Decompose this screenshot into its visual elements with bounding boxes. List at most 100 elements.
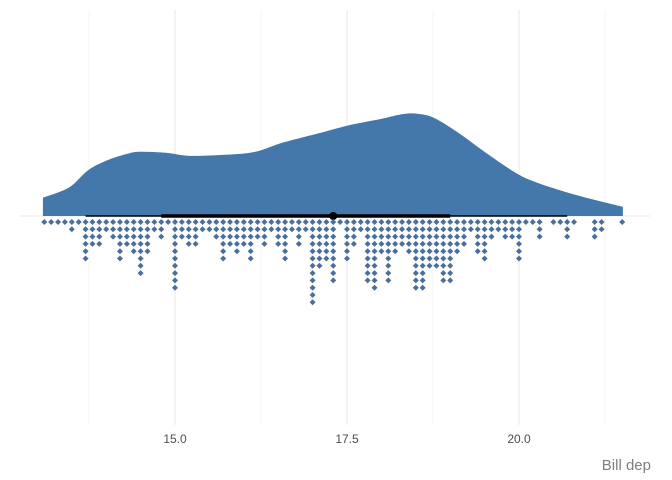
dot: [110, 219, 117, 225]
dot: [240, 219, 247, 225]
x-axis-ticks: 15.0 17.5 20.0: [163, 432, 531, 446]
dot: [412, 240, 419, 247]
dot: [233, 248, 240, 255]
dot: [213, 219, 220, 225]
dot: [316, 219, 323, 225]
dot: [220, 248, 227, 255]
dot: [309, 226, 316, 233]
dot: [192, 219, 199, 225]
dot: [378, 233, 385, 240]
dot: [392, 233, 399, 240]
dot: [481, 226, 488, 233]
dot: [330, 219, 337, 225]
dot: [364, 262, 371, 269]
dot: [220, 219, 227, 225]
dot: [309, 262, 316, 269]
dot: [48, 219, 55, 225]
dot: [240, 226, 247, 233]
dot: [509, 219, 516, 225]
dot: [192, 233, 199, 240]
dot: [206, 226, 213, 233]
dot: [426, 240, 433, 247]
dot: [96, 233, 103, 240]
dot: [323, 226, 330, 233]
dot: [412, 262, 419, 269]
dot: [474, 233, 481, 240]
dot: [344, 219, 350, 225]
dot: [419, 219, 426, 225]
dot: [288, 226, 295, 233]
dot: [220, 255, 227, 262]
dot: [371, 255, 378, 262]
dot: [433, 233, 440, 240]
dot: [309, 255, 316, 262]
dot: [268, 226, 275, 233]
dot: [330, 248, 337, 255]
dot: [412, 226, 419, 233]
dot: [123, 226, 130, 233]
dot: [89, 226, 96, 233]
dot: [440, 240, 447, 247]
dot: [419, 240, 426, 247]
dot: [481, 240, 488, 247]
dot: [502, 219, 509, 225]
dot: [261, 240, 268, 247]
x-tick-label: 17.5: [335, 432, 359, 446]
dot: [426, 248, 433, 255]
dot: [378, 240, 385, 247]
dot: [137, 248, 144, 255]
dot: [172, 255, 178, 262]
dot: [433, 248, 440, 255]
dot: [199, 219, 206, 225]
dot: [110, 226, 117, 233]
dot: [419, 270, 426, 277]
dot: [364, 277, 371, 284]
dot: [598, 226, 605, 233]
dot: [261, 219, 268, 225]
dot: [316, 262, 323, 269]
dot: [344, 255, 350, 262]
dot: [378, 226, 385, 233]
dot: [261, 226, 268, 233]
dot: [316, 240, 323, 247]
dot: [516, 248, 522, 255]
dot: [330, 277, 337, 284]
dot: [412, 277, 419, 284]
dot: [227, 226, 234, 233]
dot: [275, 233, 282, 240]
dot: [282, 255, 289, 262]
dot: [344, 233, 350, 240]
dot: [536, 233, 543, 240]
dot: [454, 219, 461, 225]
dot: [516, 226, 522, 233]
dot: [82, 233, 89, 240]
x-tick-label: 15.0: [163, 432, 187, 446]
dot: [172, 262, 178, 269]
dot: [130, 233, 137, 240]
dot: [495, 219, 502, 225]
dot: [412, 233, 419, 240]
dot: [192, 240, 199, 247]
dot: [460, 233, 467, 240]
dot: [364, 255, 371, 262]
dot: [350, 233, 357, 240]
dot: [474, 240, 481, 247]
dot: [247, 226, 254, 233]
dot: [96, 226, 103, 233]
dot: [82, 240, 89, 247]
dot: [116, 255, 123, 262]
dot: [302, 226, 309, 233]
dot: [481, 255, 488, 262]
dot: [440, 277, 447, 284]
dot: [247, 233, 254, 240]
dot: [130, 226, 137, 233]
dot: [247, 255, 254, 262]
dot: [330, 226, 337, 233]
dot: [158, 233, 165, 240]
dot: [144, 248, 151, 255]
dot: [405, 240, 412, 247]
dot: [309, 240, 316, 247]
dot: [350, 226, 357, 233]
dot: [344, 248, 350, 255]
